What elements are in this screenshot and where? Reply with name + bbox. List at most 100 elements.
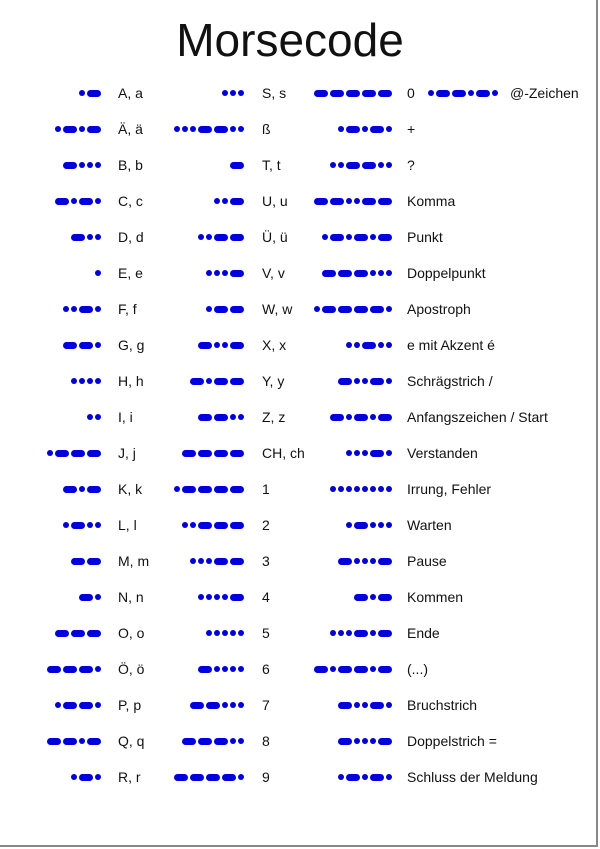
- morse-code: [330, 412, 392, 422]
- dot-symbol: [222, 702, 228, 708]
- dash-symbol: [79, 701, 93, 709]
- dash-symbol: [230, 377, 244, 385]
- dash-symbol: [206, 773, 220, 781]
- dot-symbol: [338, 630, 344, 636]
- morse-code: [87, 412, 101, 422]
- dot-symbol: [370, 414, 376, 420]
- dot-symbol: [71, 378, 77, 384]
- dot-symbol: [222, 630, 228, 636]
- dot-symbol: [362, 450, 368, 456]
- character-label: ß: [262, 121, 271, 137]
- dot-symbol: [55, 126, 61, 132]
- morse-code: [198, 412, 244, 422]
- morse-code: [198, 340, 244, 350]
- dot-symbol: [55, 702, 61, 708]
- dash-symbol: [338, 701, 352, 709]
- morse-code: [79, 592, 101, 602]
- dot-symbol: [214, 198, 220, 204]
- dash-symbol: [378, 89, 392, 97]
- dot-symbol: [214, 630, 220, 636]
- morse-code: [322, 268, 392, 278]
- dash-symbol: [214, 377, 228, 385]
- dash-symbol: [338, 737, 352, 745]
- dot-symbol: [63, 306, 69, 312]
- morse-code: [182, 736, 244, 746]
- character-label: 1: [262, 481, 270, 497]
- dash-symbol: [87, 89, 101, 97]
- morse-code: [63, 340, 101, 350]
- morse-code: [338, 376, 392, 386]
- dash-symbol: [214, 233, 228, 241]
- dot-symbol: [370, 630, 376, 636]
- morse-code: [55, 700, 101, 710]
- dot-symbol: [370, 234, 376, 240]
- dash-symbol: [63, 125, 77, 133]
- morse-code: [47, 736, 101, 746]
- character-label: 3: [262, 553, 270, 569]
- morse-code: [47, 664, 101, 674]
- dash-symbol: [354, 629, 368, 637]
- dash-symbol: [378, 233, 392, 241]
- morse-code: [338, 124, 392, 134]
- dash-symbol: [87, 737, 101, 745]
- dot-symbol: [468, 90, 474, 96]
- character-label: G, g: [118, 337, 145, 353]
- dash-symbol: [63, 701, 77, 709]
- dash-symbol: [198, 449, 212, 457]
- dot-symbol: [386, 702, 392, 708]
- dash-symbol: [230, 449, 244, 457]
- dot-symbol: [386, 270, 392, 276]
- dot-symbol: [222, 270, 228, 276]
- character-label: L, l: [118, 517, 137, 533]
- dot-symbol: [190, 558, 196, 564]
- dash-symbol: [214, 485, 228, 493]
- character-label: CH, ch: [262, 445, 305, 461]
- dot-symbol: [378, 162, 384, 168]
- dash-symbol: [63, 737, 77, 745]
- dash-symbol: [87, 629, 101, 637]
- dot-symbol: [370, 486, 376, 492]
- dot-symbol: [354, 198, 360, 204]
- dash-symbol: [206, 701, 220, 709]
- dot-symbol: [79, 486, 85, 492]
- dot-symbol: [95, 666, 101, 672]
- dash-symbol: [452, 89, 466, 97]
- dash-symbol: [182, 485, 196, 493]
- dot-symbol: [214, 666, 220, 672]
- dot-symbol: [79, 126, 85, 132]
- dash-symbol: [79, 773, 93, 781]
- dash-symbol: [230, 593, 244, 601]
- dot-symbol: [230, 126, 236, 132]
- dot-symbol: [378, 342, 384, 348]
- dot-symbol: [206, 558, 212, 564]
- character-label: Ende: [407, 625, 440, 641]
- dot-symbol: [206, 594, 212, 600]
- character-label: U, u: [262, 193, 288, 209]
- dash-symbol: [63, 161, 77, 169]
- dash-symbol: [47, 665, 61, 673]
- character-label: K, k: [118, 481, 143, 497]
- page-title: Morsecode: [176, 14, 404, 66]
- character-label: 7: [262, 697, 270, 713]
- character-label: Doppelpunkt: [407, 265, 486, 281]
- dot-symbol: [95, 162, 101, 168]
- dash-symbol: [55, 197, 69, 205]
- dot-symbol: [79, 162, 85, 168]
- dot-symbol: [346, 522, 352, 528]
- dot-symbol: [182, 522, 188, 528]
- dot-symbol: [362, 558, 368, 564]
- character-label: 4: [262, 589, 270, 605]
- morse-code: [428, 88, 498, 98]
- dash-symbol: [174, 773, 188, 781]
- dash-symbol: [378, 413, 392, 421]
- dash-symbol: [55, 449, 69, 457]
- dash-symbol: [338, 665, 352, 673]
- dot-symbol: [198, 594, 204, 600]
- morse-code: [63, 484, 101, 494]
- character-label: J, j: [118, 445, 136, 461]
- character-label: W, w: [262, 301, 293, 317]
- dot-symbol: [222, 342, 228, 348]
- morse-code: [354, 592, 392, 602]
- morse-code: [346, 340, 392, 350]
- dash-symbol: [198, 341, 212, 349]
